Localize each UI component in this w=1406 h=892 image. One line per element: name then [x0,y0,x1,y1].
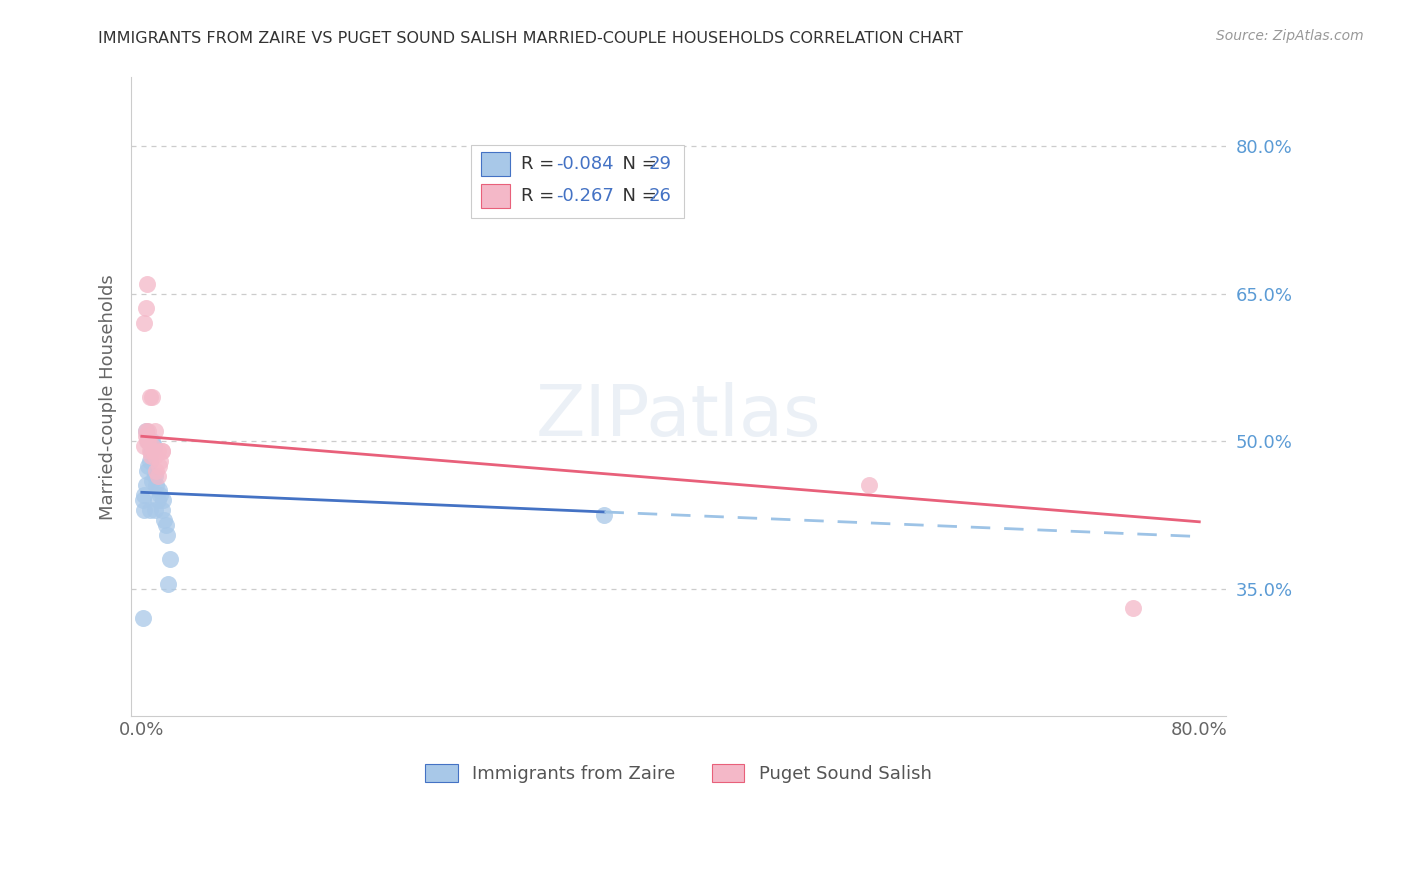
Point [138,425,160,439]
Point [142,444,165,458]
Point [153,513,176,527]
Point [150,503,173,517]
Text: ZIPatlas: ZIPatlas [536,382,821,450]
Point [138,434,160,449]
Point [146,493,169,508]
Point [135,478,157,492]
Point [139,390,162,404]
Point [149,488,172,502]
Point [135,429,157,443]
Text: IMMIGRANTS FROM ZAIRE VS PUGET SOUND SALISH MARRIED-COUPLE HOUSEHOLDS CORRELATIO: IMMIGRANTS FROM ZAIRE VS PUGET SOUND SAL… [98,31,963,46]
Point [139,444,162,458]
Text: -0.267: -0.267 [555,187,614,205]
Point [139,449,162,463]
Point [139,503,162,517]
Text: R =: R = [520,187,560,205]
Y-axis label: Married-couple Households: Married-couple Households [100,274,117,520]
Point [134,316,156,330]
Point [132,493,155,508]
Point [136,464,159,478]
Text: N =: N = [610,155,662,173]
Point [1122,601,1144,615]
Point [134,503,156,517]
Point [155,517,177,532]
Point [150,444,173,458]
Point [139,444,162,458]
Point [132,611,155,625]
Point [138,458,160,473]
Point [139,454,162,468]
Point [156,527,179,541]
Point [136,434,159,449]
Point [141,434,163,449]
Point [135,425,157,439]
Point [142,439,165,453]
FancyBboxPatch shape [471,145,683,218]
Point [152,493,174,508]
Point [858,478,880,492]
Point [146,444,169,458]
Bar [481,184,510,209]
Text: -0.084: -0.084 [555,155,613,173]
Point [159,552,181,566]
Point [143,449,166,463]
Point [150,444,173,458]
Text: 29: 29 [650,155,672,173]
Point [146,468,169,483]
Point [149,454,172,468]
Text: Source: ZipAtlas.com: Source: ZipAtlas.com [1216,29,1364,43]
Point [141,474,163,488]
Point [134,488,156,502]
Text: 26: 26 [650,187,672,205]
Point [145,478,167,492]
Bar [481,153,510,177]
Point [134,439,156,453]
Point [143,503,166,517]
Point [141,439,163,453]
Point [157,576,180,591]
Point [143,468,166,483]
Point [135,425,157,439]
Point [141,390,163,404]
Point [143,425,166,439]
Text: N =: N = [610,187,662,205]
Point [148,483,170,498]
Text: R =: R = [520,155,560,173]
Point [138,434,160,449]
Point [148,458,170,473]
Point [135,301,157,316]
Legend: Immigrants from Zaire, Puget Sound Salish: Immigrants from Zaire, Puget Sound Salis… [418,756,939,790]
Point [145,464,167,478]
Point [593,508,616,522]
Point [136,277,159,291]
